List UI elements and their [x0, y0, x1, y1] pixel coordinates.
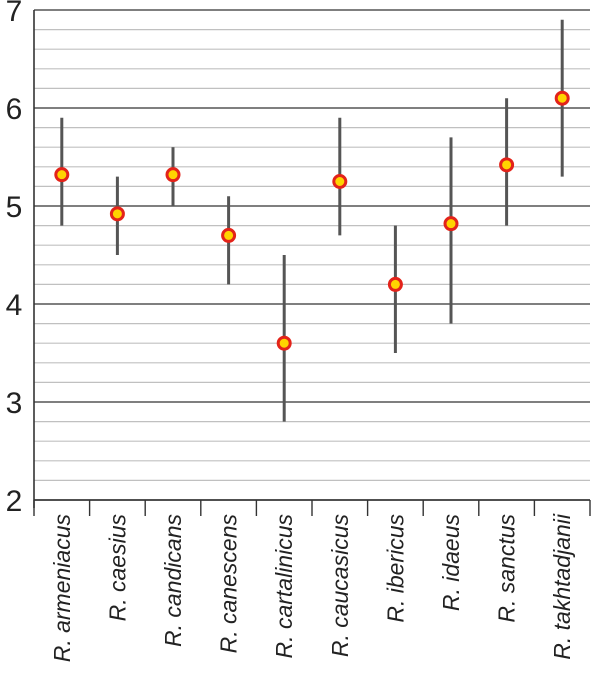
y-tick-labels: 2 3 4 5 6 7: [6, 0, 23, 518]
x-tick-label: R. cartalinicus: [271, 514, 297, 659]
x-tick-labels: R. armeniacus R. caesius R. candicans R. ca…: [49, 513, 575, 662]
y-tick-label: 4: [6, 289, 23, 322]
x-tick-label: R. armeniacus: [49, 514, 75, 663]
y-tick-label: 5: [6, 191, 23, 224]
data-point: [499, 157, 515, 173]
y-tick-label: 3: [6, 387, 23, 420]
data-point: [165, 167, 181, 183]
x-tick-label: R. canescens: [216, 514, 242, 654]
y-tick-label: 2: [6, 485, 23, 518]
x-tick-label: R. candicans: [160, 514, 186, 647]
data-point: [109, 206, 125, 222]
data-point: [276, 335, 292, 351]
data-point: [221, 227, 237, 243]
data-points: [54, 90, 570, 351]
data-point: [332, 174, 348, 189]
data-point: [443, 216, 459, 232]
x-tick-label: R. sanctus: [494, 514, 520, 623]
data-point: [554, 90, 570, 106]
y-tick-label: 7: [6, 0, 23, 28]
y-tick-label: 6: [6, 93, 23, 126]
x-tick-label: R. caucasicus: [327, 514, 353, 658]
x-tick-label: R. idaeus: [438, 514, 464, 612]
error-bars: [60, 19, 564, 422]
x-tick-label: R. ibericus: [382, 514, 408, 623]
data-point: [387, 276, 403, 292]
x-tick-label: R. caesius: [104, 514, 130, 622]
data-point: [54, 167, 70, 183]
category-dividers: [33, 500, 591, 516]
axis-layer: [33, 10, 590, 508]
x-tick-label: R. takhtadjanii: [549, 513, 575, 660]
grid-layer: [34, 9, 590, 501]
